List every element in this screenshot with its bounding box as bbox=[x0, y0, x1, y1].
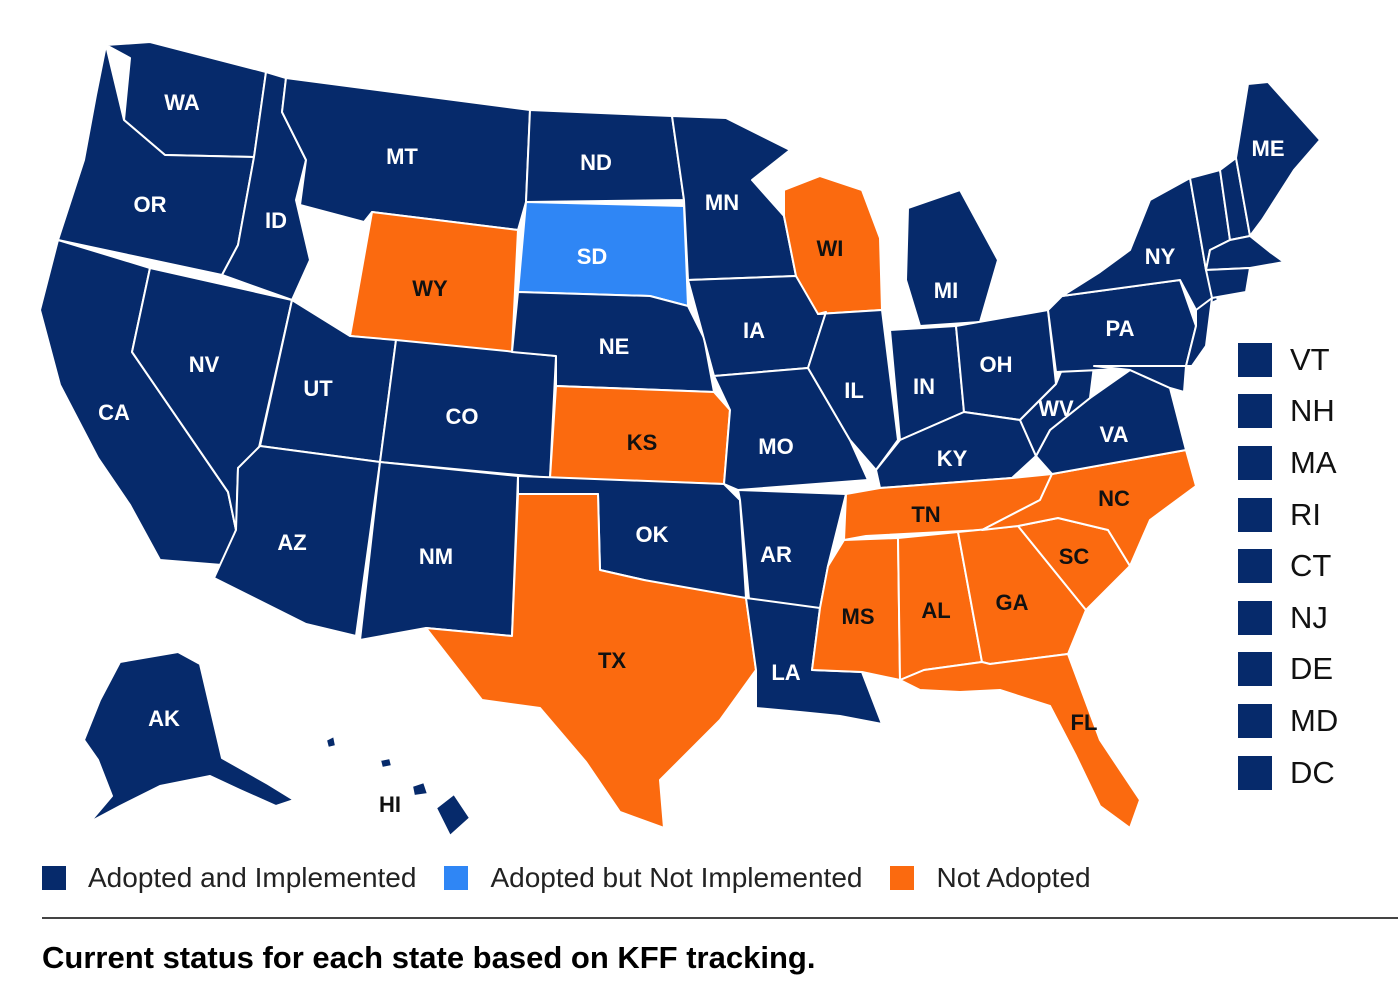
legend-item: Adopted but Not Implemented bbox=[444, 862, 862, 894]
label-LA: LA bbox=[771, 660, 800, 685]
label-TX: TX bbox=[598, 648, 626, 673]
small-state-row[interactable]: NJ bbox=[1238, 592, 1388, 644]
label-NC: NC bbox=[1098, 486, 1130, 511]
label-VA: VA bbox=[1100, 422, 1129, 447]
label-UT: UT bbox=[303, 376, 333, 401]
label-FL: FL bbox=[1071, 710, 1098, 735]
label-GA: GA bbox=[996, 590, 1029, 615]
state-AK[interactable] bbox=[83, 651, 295, 823]
small-state-swatch bbox=[1238, 755, 1272, 790]
legend-item: Adopted and Implemented bbox=[42, 862, 416, 894]
label-KY: KY bbox=[937, 446, 968, 471]
label-PA: PA bbox=[1106, 316, 1135, 341]
small-state-label: VT bbox=[1290, 341, 1330, 377]
small-state-row[interactable]: NH bbox=[1238, 386, 1388, 438]
label-MO: MO bbox=[758, 434, 793, 459]
legend-label: Not Adopted bbox=[936, 862, 1091, 893]
states-layer bbox=[39, 41, 1321, 837]
state-HI[interactable] bbox=[325, 735, 471, 837]
small-state-label: MA bbox=[1290, 444, 1337, 480]
small-state-swatch bbox=[1238, 600, 1272, 635]
label-HI: HI bbox=[379, 792, 401, 817]
state-FL[interactable] bbox=[899, 653, 1141, 829]
small-state-swatch bbox=[1238, 445, 1272, 480]
label-ME: ME bbox=[1252, 136, 1285, 161]
label-AZ: AZ bbox=[277, 530, 306, 555]
small-state-row[interactable]: VT bbox=[1238, 334, 1388, 386]
state-IL[interactable] bbox=[807, 309, 899, 471]
state-MI[interactable] bbox=[905, 189, 999, 327]
state-labels: WA OR CA ID NV MT WY UT AZ CO NM ND SD N… bbox=[98, 90, 1284, 817]
small-state-swatch bbox=[1238, 549, 1272, 584]
small-state-swatch bbox=[1238, 394, 1272, 429]
small-states-list: VT NH MA RI CT NJ DE MD DC bbox=[1238, 334, 1388, 798]
state-ME[interactable] bbox=[1235, 81, 1321, 237]
label-IN: IN bbox=[913, 374, 935, 399]
label-AK: AK bbox=[148, 706, 180, 731]
label-OH: OH bbox=[980, 352, 1013, 377]
small-state-swatch bbox=[1238, 497, 1272, 532]
label-KS: KS bbox=[627, 430, 658, 455]
legend-swatch bbox=[890, 866, 915, 890]
legend-swatch bbox=[444, 866, 469, 890]
label-SC: SC bbox=[1059, 544, 1090, 569]
label-ND: ND bbox=[580, 150, 612, 175]
legend-label: Adopted and Implemented bbox=[88, 862, 417, 893]
small-state-row[interactable]: CT bbox=[1238, 540, 1388, 592]
label-WI: WI bbox=[817, 236, 844, 261]
label-MN: MN bbox=[705, 190, 739, 215]
map-caption: Current status for each state based on K… bbox=[42, 940, 816, 975]
label-CA: CA bbox=[98, 400, 130, 425]
label-IA: IA bbox=[743, 318, 765, 343]
small-state-label: MD bbox=[1290, 702, 1339, 738]
label-WV: WV bbox=[1038, 396, 1074, 421]
small-state-row[interactable]: DC bbox=[1238, 747, 1388, 799]
state-MA-shape[interactable] bbox=[1205, 235, 1285, 271]
legend-item: Not Adopted bbox=[890, 862, 1091, 894]
label-WA: WA bbox=[164, 90, 200, 115]
small-state-swatch bbox=[1238, 652, 1272, 687]
small-state-swatch bbox=[1238, 703, 1272, 738]
small-state-label: DC bbox=[1290, 754, 1335, 790]
label-MT: MT bbox=[386, 144, 418, 169]
label-ID: ID bbox=[265, 208, 287, 233]
label-NM: NM bbox=[419, 544, 453, 569]
label-MS: MS bbox=[842, 604, 875, 629]
small-state-row[interactable]: DE bbox=[1238, 644, 1388, 696]
label-TN: TN bbox=[911, 502, 940, 527]
label-WY: WY bbox=[412, 276, 448, 301]
label-OK: OK bbox=[636, 522, 669, 547]
state-MD-shape[interactable] bbox=[1093, 365, 1187, 393]
label-IL: IL bbox=[844, 378, 864, 403]
legend-swatch bbox=[42, 866, 66, 890]
state-NJ-shape[interactable] bbox=[1185, 297, 1213, 367]
small-state-row[interactable]: MA bbox=[1238, 437, 1388, 489]
small-state-row[interactable]: MD bbox=[1238, 695, 1388, 747]
label-NV: NV bbox=[189, 352, 220, 377]
small-state-swatch bbox=[1238, 342, 1272, 377]
small-state-label: RI bbox=[1290, 496, 1321, 532]
label-SD: SD bbox=[577, 244, 608, 269]
label-NY: NY bbox=[1145, 244, 1176, 269]
small-state-label: CT bbox=[1290, 548, 1332, 584]
state-TX[interactable] bbox=[425, 493, 757, 829]
label-AR: AR bbox=[760, 542, 792, 567]
state-NC[interactable] bbox=[981, 449, 1197, 567]
label-AL: AL bbox=[921, 598, 950, 623]
state-WV[interactable] bbox=[1019, 349, 1095, 457]
label-NE: NE bbox=[599, 334, 630, 359]
small-state-label: DE bbox=[1290, 651, 1334, 687]
map-legend: Adopted and Implemented Adopted but Not I… bbox=[42, 862, 1119, 894]
label-MI: MI bbox=[934, 278, 958, 303]
divider-rule bbox=[42, 917, 1398, 919]
label-OR: OR bbox=[134, 192, 167, 217]
legend-label: Adopted but Not Implemented bbox=[490, 862, 863, 893]
small-state-label: NH bbox=[1290, 393, 1335, 429]
small-state-label: NJ bbox=[1290, 599, 1328, 635]
label-CO: CO bbox=[446, 404, 479, 429]
state-CT-shape[interactable] bbox=[1205, 267, 1251, 299]
small-state-row[interactable]: RI bbox=[1238, 489, 1388, 541]
